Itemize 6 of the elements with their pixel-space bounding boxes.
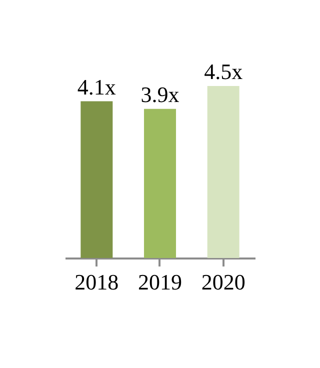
x-tick-label: 2018 <box>74 270 119 294</box>
x-tick-label: 2020 <box>201 270 246 294</box>
data-label: 4.5x <box>204 59 243 84</box>
data-label: 4.1x <box>77 74 116 100</box>
x-tick-label: 2019 <box>138 270 182 294</box>
data-label: 3.9x <box>140 82 180 107</box>
